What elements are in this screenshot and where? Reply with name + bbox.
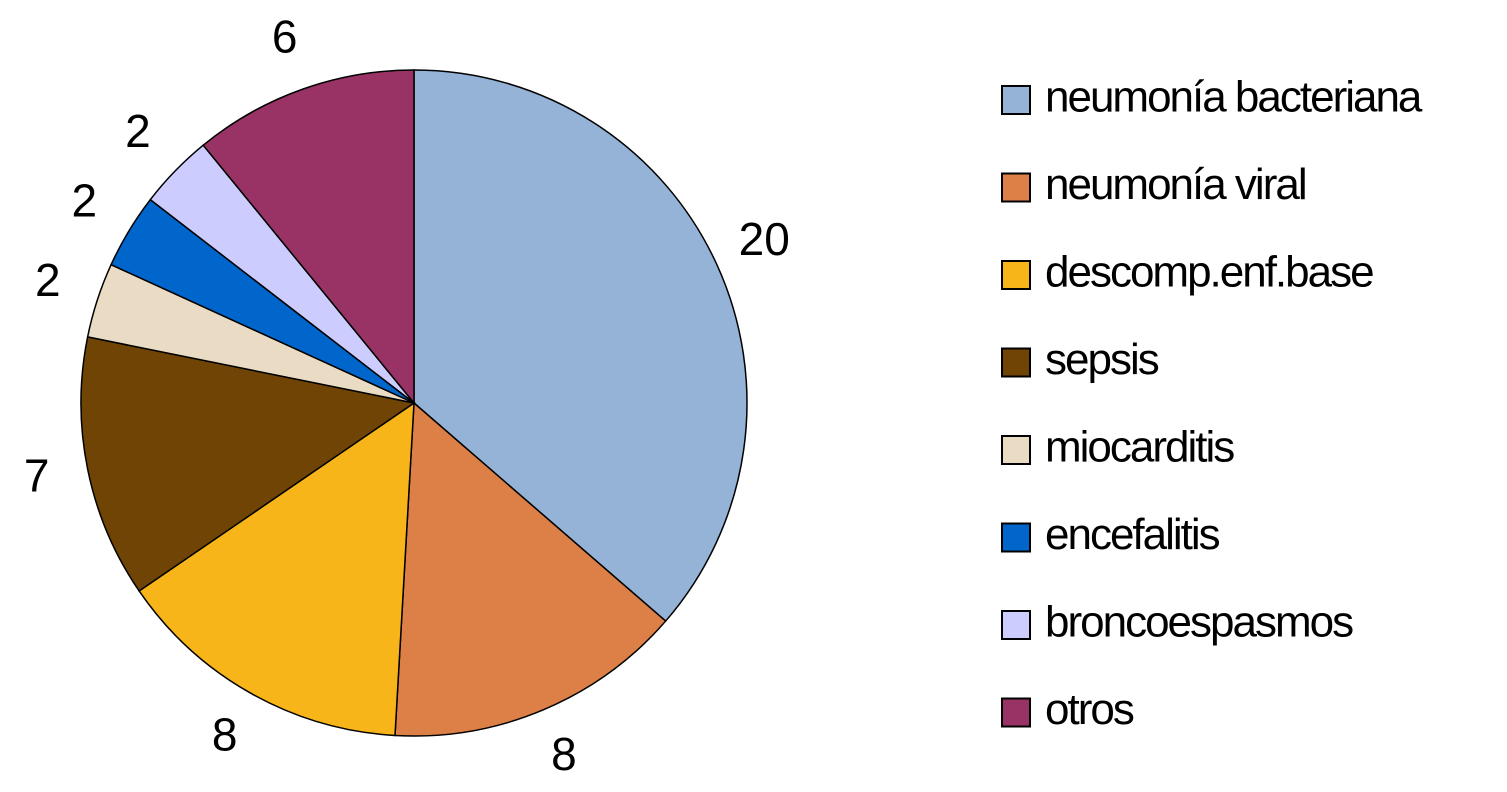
legend-label: broncoespasmos xyxy=(1045,598,1353,647)
legend-label: neumonía viral xyxy=(1045,160,1306,209)
data-label: 2 xyxy=(72,174,98,226)
legend-swatch xyxy=(1001,522,1031,553)
data-label: 2 xyxy=(125,105,151,157)
legend-swatch xyxy=(1001,260,1031,290)
data-label: 6 xyxy=(272,11,298,63)
data-label: 8 xyxy=(551,728,577,780)
legend-swatch xyxy=(1001,172,1031,203)
pie-slice xyxy=(202,69,415,406)
pie-slice xyxy=(138,401,415,737)
legend-swatch xyxy=(1001,347,1031,378)
data-label: 7 xyxy=(24,450,50,502)
pie-slice xyxy=(394,401,667,737)
legend-label: neumonía bacteriana xyxy=(1045,73,1423,122)
data-label: 8 xyxy=(212,708,238,760)
legend-swatch xyxy=(1001,697,1031,728)
legend-label: descomp.enf.base xyxy=(1045,248,1373,297)
data-label: 2 xyxy=(35,254,61,306)
pie-slice xyxy=(413,69,748,623)
data-label: 20 xyxy=(739,213,790,265)
legend-label: sepsis xyxy=(1045,335,1159,384)
legend-label: encefalitis xyxy=(1045,510,1220,559)
legend-label: miocarditis xyxy=(1045,423,1234,472)
legend-swatch xyxy=(1001,435,1031,465)
pie-slice xyxy=(80,335,416,593)
legend-swatch xyxy=(1001,85,1031,115)
legend-label: otros xyxy=(1045,685,1134,734)
legend-swatch xyxy=(1001,610,1031,640)
